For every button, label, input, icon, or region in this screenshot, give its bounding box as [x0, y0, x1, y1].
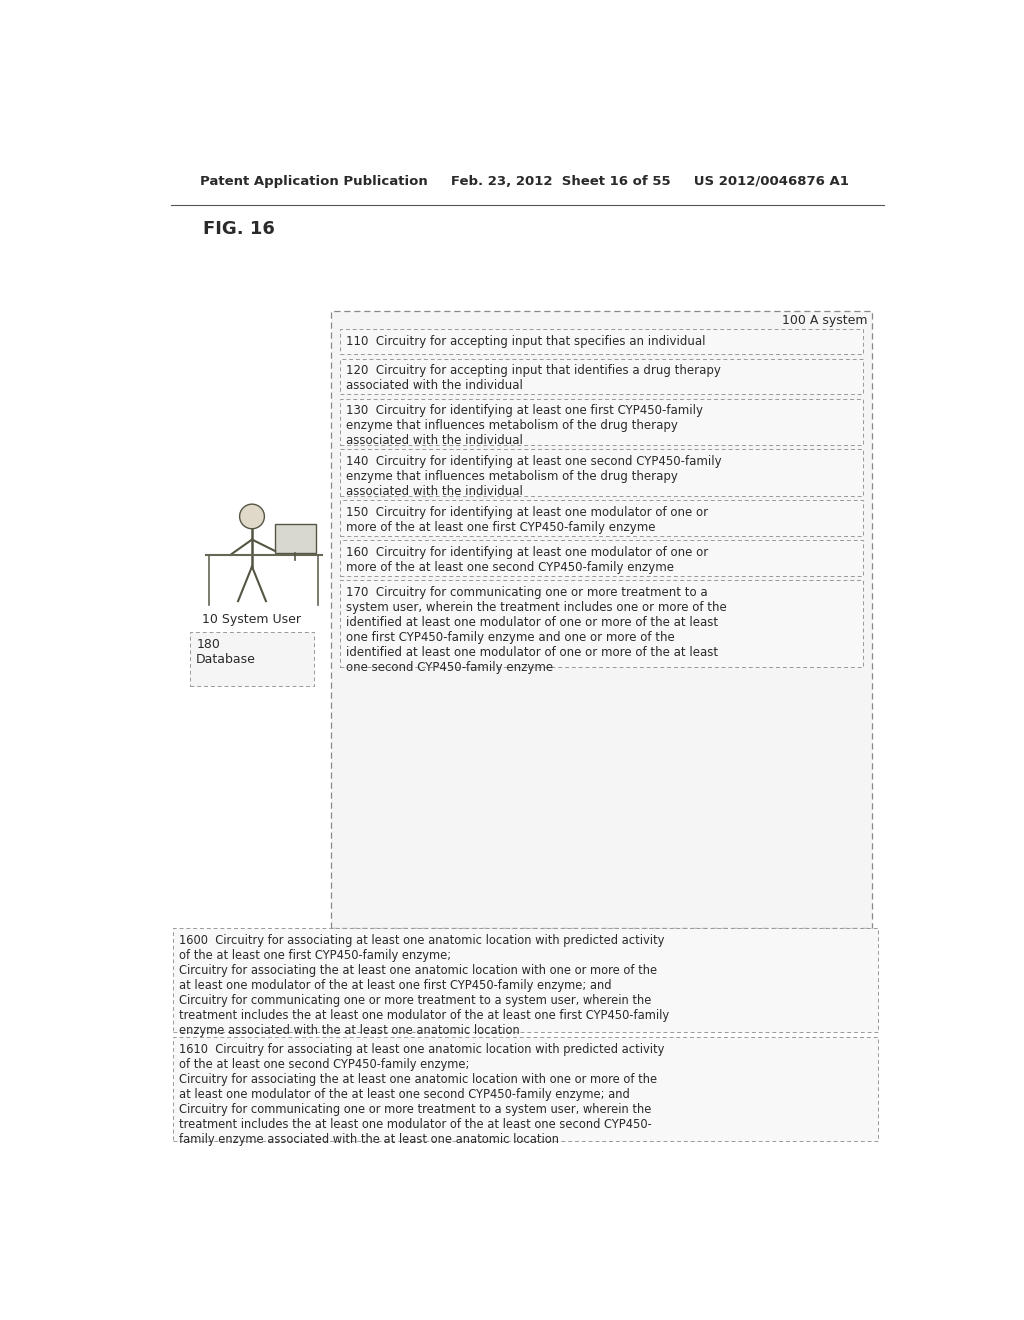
Bar [190, 632, 314, 686]
Text: 120  Circuitry for accepting input that identifies a drug therapy
associated wit: 120 Circuitry for accepting input that i… [346, 364, 721, 392]
Bar [340, 581, 862, 667]
Bar [340, 359, 862, 395]
Text: 160  Circuitry for identifying at least one modulator of one or
more of the at l: 160 Circuitry for identifying at least o… [346, 545, 708, 574]
Text: 140  Circuitry for identifying at least one second CYP450-family
enzyme that inf: 140 Circuitry for identifying at least o… [346, 455, 721, 498]
Bar [340, 540, 862, 576]
Text: 180
Database: 180 Database [197, 638, 256, 667]
Bar [173, 928, 879, 1032]
Text: 1610  Circuitry for associating at least one anatomic location with predicted ac: 1610 Circuitry for associating at least … [179, 1043, 665, 1146]
Text: 110  Circuitry for accepting input that specifies an individual: 110 Circuitry for accepting input that s… [346, 335, 706, 347]
Text: Patent Application Publication     Feb. 23, 2012  Sheet 16 of 55     US 2012/004: Patent Application Publication Feb. 23, … [201, 176, 849, 189]
Bar [173, 1038, 879, 1140]
Bar [340, 330, 862, 354]
Bar [340, 399, 862, 445]
Text: 10 System User: 10 System User [203, 612, 301, 626]
Text: 170  Circuitry for communicating one or more treatment to a
system user, wherein: 170 Circuitry for communicating one or m… [346, 586, 726, 673]
Bar [340, 449, 862, 496]
Bar [275, 524, 315, 553]
Bar [331, 312, 872, 928]
Text: 100 A system: 100 A system [782, 314, 867, 327]
Text: FIG. 16: FIG. 16 [203, 220, 275, 238]
Text: 150  Circuitry for identifying at least one modulator of one or
more of the at l: 150 Circuitry for identifying at least o… [346, 506, 708, 533]
Text: 130  Circuitry for identifying at least one first CYP450-family
enzyme that infl: 130 Circuitry for identifying at least o… [346, 404, 702, 447]
Text: 1600  Circuitry for associating at least one anatomic location with predicted ac: 1600 Circuitry for associating at least … [179, 933, 670, 1036]
Bar [340, 500, 862, 536]
Circle shape [240, 504, 264, 529]
